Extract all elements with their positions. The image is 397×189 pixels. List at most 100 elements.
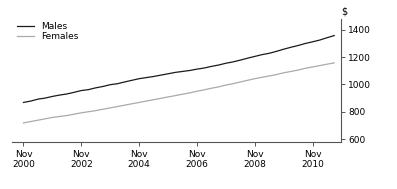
Males — [21, 101, 26, 104]
Females — [36, 119, 40, 121]
Females — [57, 115, 62, 118]
Females — [187, 92, 192, 94]
Females — [209, 87, 214, 89]
Females — [281, 72, 286, 74]
Males — [115, 83, 120, 85]
Males — [260, 53, 264, 56]
Females — [216, 86, 221, 88]
Males — [173, 71, 177, 74]
Males — [332, 34, 337, 37]
Males — [224, 62, 228, 64]
Line: Males: Males — [23, 36, 334, 102]
Males — [86, 88, 91, 91]
Females — [64, 114, 69, 117]
Text: Nov: Nov — [130, 150, 148, 159]
Females — [129, 103, 134, 105]
Females — [245, 79, 250, 81]
Females — [158, 97, 163, 99]
Males — [195, 68, 199, 70]
Females — [274, 74, 279, 76]
Males — [317, 39, 322, 41]
Females — [43, 118, 48, 120]
Females — [86, 111, 91, 113]
Females — [252, 77, 257, 80]
Males — [108, 84, 113, 86]
Females — [115, 105, 120, 108]
Females — [50, 116, 55, 119]
Males — [310, 41, 315, 43]
Females — [260, 76, 264, 78]
Males — [216, 64, 221, 66]
Males — [144, 77, 149, 79]
Females — [224, 84, 228, 86]
Females — [137, 101, 141, 104]
Males — [303, 42, 308, 45]
Text: 2006: 2006 — [185, 160, 208, 169]
Males — [137, 77, 141, 80]
Males — [325, 37, 330, 39]
Females — [151, 99, 156, 101]
Text: Nov: Nov — [188, 150, 206, 159]
Females — [28, 120, 33, 123]
Males — [36, 98, 40, 100]
Text: Nov: Nov — [15, 150, 32, 159]
Text: 2000: 2000 — [12, 160, 35, 169]
Males — [122, 81, 127, 83]
Females — [122, 104, 127, 106]
Text: 2002: 2002 — [70, 160, 93, 169]
Text: 2004: 2004 — [128, 160, 150, 169]
Males — [252, 55, 257, 58]
Females — [100, 108, 105, 110]
Males — [281, 48, 286, 50]
Females — [332, 62, 337, 64]
Females — [195, 90, 199, 92]
Females — [93, 109, 98, 112]
Females — [289, 70, 293, 73]
Males — [231, 61, 235, 63]
Males — [296, 44, 301, 47]
Males — [28, 100, 33, 102]
Males — [166, 73, 170, 75]
Females — [166, 96, 170, 98]
Females — [238, 81, 243, 83]
Text: Nov: Nov — [73, 150, 90, 159]
Males — [93, 87, 98, 89]
Females — [180, 93, 185, 95]
Males — [289, 46, 293, 48]
Males — [274, 50, 279, 53]
Females — [79, 112, 84, 114]
Females — [144, 100, 149, 102]
Females — [72, 113, 77, 115]
Males — [245, 57, 250, 59]
Females — [325, 63, 330, 65]
Males — [158, 74, 163, 76]
Line: Females: Females — [23, 63, 334, 123]
Females — [303, 67, 308, 69]
Males — [267, 52, 272, 54]
Females — [317, 64, 322, 67]
Males — [151, 75, 156, 78]
Males — [187, 69, 192, 72]
Males — [79, 89, 84, 92]
Females — [21, 122, 26, 124]
Males — [57, 94, 62, 96]
Females — [310, 66, 315, 68]
Females — [173, 94, 177, 97]
Text: 2010: 2010 — [301, 160, 324, 169]
Males — [43, 97, 48, 99]
Text: $: $ — [341, 6, 347, 16]
Males — [202, 67, 206, 69]
Females — [296, 69, 301, 71]
Text: Nov: Nov — [246, 150, 264, 159]
Males — [50, 95, 55, 98]
Females — [231, 83, 235, 85]
Legend: Males, Females: Males, Females — [16, 21, 79, 42]
Text: 2008: 2008 — [243, 160, 266, 169]
Females — [267, 75, 272, 77]
Males — [209, 65, 214, 67]
Males — [72, 91, 77, 94]
Males — [64, 93, 69, 95]
Males — [100, 85, 105, 88]
Males — [238, 59, 243, 61]
Males — [129, 79, 134, 81]
